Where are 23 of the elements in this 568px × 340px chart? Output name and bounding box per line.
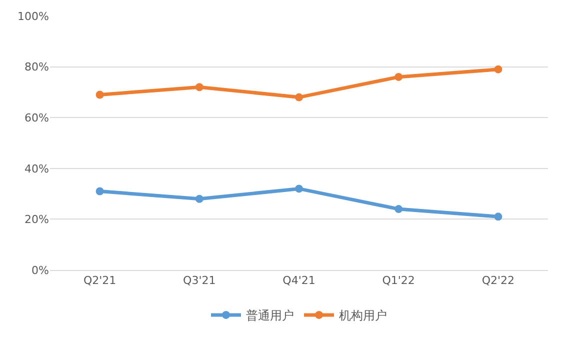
x-tick-label: Q4'21 xyxy=(282,274,316,288)
point xyxy=(394,72,403,81)
y-tick-label: 0% xyxy=(32,264,49,277)
legend-label: 机构用户 xyxy=(339,308,387,323)
x-tick-label: Q1'22 xyxy=(382,274,415,288)
point xyxy=(394,205,403,214)
legend-label: 普通用户 xyxy=(246,308,294,323)
point xyxy=(96,90,104,99)
y-tick-label: 60% xyxy=(24,111,49,124)
y-tick-label: 20% xyxy=(24,213,49,226)
y-tick-label: 100% xyxy=(18,10,49,23)
point xyxy=(494,65,502,74)
x-tick-label: Q2'21 xyxy=(83,274,116,288)
point xyxy=(195,194,204,203)
point xyxy=(295,184,303,193)
point xyxy=(494,212,502,221)
x-tick-label: Q2'22 xyxy=(482,274,515,288)
point xyxy=(295,93,303,102)
y-tick-label: 40% xyxy=(24,162,49,176)
x-tick-label: Q3'21 xyxy=(183,274,216,288)
point xyxy=(195,83,204,92)
point xyxy=(96,187,104,196)
y-tick-label: 80% xyxy=(24,60,49,74)
